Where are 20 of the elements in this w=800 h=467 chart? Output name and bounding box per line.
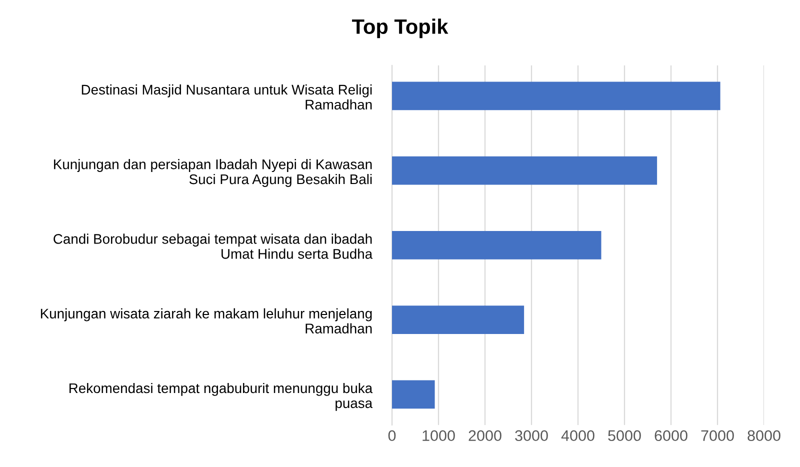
bar (392, 230, 602, 260)
chart-title: Top Topik (352, 18, 448, 38)
x-tick-label: 6000 (654, 430, 688, 442)
x-tick-label: 0 (388, 430, 396, 442)
bar (392, 82, 720, 110)
bar (392, 156, 658, 185)
y-tick-label: Kunjungan dan persiapan Ibadah Nyepi di Kawasan Suci Pura Agung Besakih Bali (54, 159, 372, 187)
x-tick-label: 4000 (561, 430, 594, 442)
x-tick-label: 7000 (701, 430, 734, 442)
x-tick-label: 8000 (748, 430, 780, 442)
y-tick-label: Destinasi Masjid Nusantara untuk Wisata Religi Ramadhan (82, 84, 372, 110)
y-tick-label: Candi Borobudur sebagai tempat wisata dan ibadah Umat Hindu serta Budha (54, 234, 373, 259)
bar (392, 380, 435, 409)
x-tick-label: 1000 (422, 430, 455, 442)
y-tick-label: Kunjungan wisata ziarah ke makam leluhur menjelang Ramadhan (40, 308, 372, 334)
y-tick-label: Rekomendasi tempat ngabuburit menunggu buka puasa (70, 382, 373, 411)
x-tick-label: 3000 (515, 430, 548, 442)
bar (392, 306, 524, 334)
x-tick-label: 5000 (608, 430, 641, 442)
x-tick-label: 2000 (468, 430, 502, 442)
